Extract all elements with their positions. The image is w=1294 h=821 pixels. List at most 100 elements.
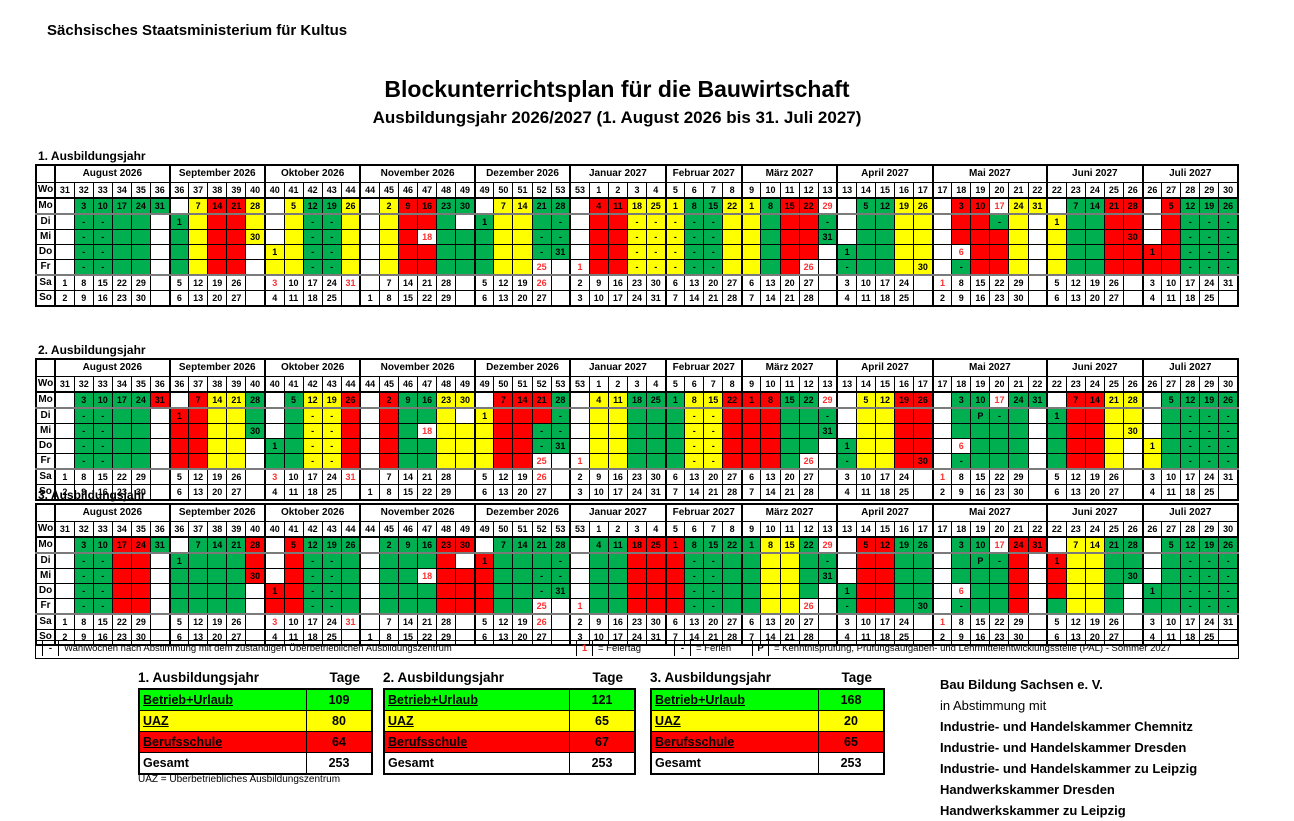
calendar-cell bbox=[130, 407, 151, 424]
credits-line: Industrie- und Handelskammer Dresden bbox=[940, 740, 1187, 755]
week-number-cell: 14 bbox=[855, 521, 876, 538]
calendar-cell bbox=[168, 259, 190, 276]
calendar-cell bbox=[951, 568, 972, 584]
calendar-cell bbox=[817, 438, 838, 454]
calendar-cell bbox=[874, 423, 896, 439]
calendar-cell bbox=[855, 407, 876, 424]
calendar-cell bbox=[607, 213, 628, 230]
calendar-cell: 8 bbox=[951, 468, 972, 485]
calendar-cell: 12 bbox=[493, 468, 514, 485]
calendar-cell bbox=[455, 438, 476, 454]
calendar-cell: 26 bbox=[798, 453, 819, 470]
calendar-cell: 18 bbox=[1180, 290, 1201, 307]
week-number-cell: 21 bbox=[1008, 182, 1029, 199]
calendar-cell: - bbox=[703, 244, 724, 260]
calendar-cell bbox=[512, 259, 533, 276]
week-number-cell: 16 bbox=[894, 182, 915, 199]
calendar-cell: 9 bbox=[73, 290, 94, 307]
calendar-cell: 1 bbox=[569, 598, 590, 615]
calendar-cell: - bbox=[645, 229, 667, 245]
calendar-cell bbox=[1046, 229, 1067, 245]
calendar-cell: - bbox=[73, 244, 94, 260]
calendar-cell: 31 bbox=[550, 583, 571, 599]
calendar-cell: 25 bbox=[894, 484, 915, 501]
summary-1-title: 1. Ausbildungsjahr bbox=[138, 670, 260, 685]
calendar-row-Sa: Sa 1 8 15 22 29 5 12 19 26 3 10 17 24 31 7 14 21 28 5 12 19 26… bbox=[35, 613, 1239, 630]
calendar-cell: 20 bbox=[779, 274, 800, 291]
calendar-cell: 27 bbox=[798, 468, 819, 485]
calendar-cell bbox=[378, 583, 399, 599]
calendar-cell: - bbox=[1218, 438, 1239, 454]
calendar-cell bbox=[722, 213, 743, 230]
calendar-cell: 14 bbox=[207, 391, 228, 409]
calendar-cell bbox=[913, 244, 934, 260]
calendar-cell bbox=[855, 213, 876, 230]
week-number-cell: 48 bbox=[436, 376, 457, 393]
calendar-cell bbox=[989, 259, 1010, 276]
calendar-cell: 9 bbox=[397, 536, 419, 554]
calendar-cell bbox=[168, 229, 190, 245]
calendar-cell bbox=[226, 259, 247, 276]
calendar-cell: 17 bbox=[874, 274, 896, 291]
calendar-cell: 28 bbox=[550, 536, 571, 554]
calendar-cell: 7 bbox=[188, 536, 209, 554]
calendar-cell: 10 bbox=[855, 468, 876, 485]
month-header: Februar 2027 bbox=[664, 503, 743, 522]
calendar-cell bbox=[54, 598, 75, 615]
calendar-cell: 30 bbox=[245, 423, 266, 439]
calendar-cell bbox=[569, 229, 590, 245]
calendar-cell: 11 bbox=[1161, 484, 1182, 501]
calendar-cell: 11 bbox=[607, 391, 628, 409]
calendar-cell: 30 bbox=[1122, 423, 1144, 439]
calendar-cell: 5 bbox=[473, 274, 495, 291]
calendar-cell: - bbox=[989, 552, 1010, 569]
calendar-cell bbox=[1122, 629, 1144, 646]
calendar-cell bbox=[607, 423, 628, 439]
week-number-cell: 32 bbox=[73, 182, 94, 199]
calendar-cell: - bbox=[703, 423, 724, 439]
calendar-cell: 14 bbox=[207, 536, 228, 554]
calendar-cell: 9 bbox=[951, 629, 972, 646]
calendar-cell bbox=[550, 484, 571, 501]
calendar-cell bbox=[54, 536, 75, 554]
calendar-cell: 4 bbox=[588, 536, 609, 554]
calendar-cell: - bbox=[684, 244, 705, 260]
calendar-cell bbox=[931, 423, 953, 439]
calendar-cell: 25 bbox=[1199, 290, 1220, 307]
week-number-cell: 35 bbox=[130, 521, 151, 538]
calendar-cell bbox=[1141, 536, 1163, 554]
calendar-cell bbox=[569, 536, 590, 554]
calendar-cell: - bbox=[531, 423, 552, 439]
calendar-cell: 9 bbox=[397, 391, 419, 409]
calendar-cell: 12 bbox=[874, 536, 896, 554]
calendar-cell: 23 bbox=[436, 391, 457, 409]
calendar-cell: 10 bbox=[92, 391, 113, 409]
week-number-cell: 41 bbox=[283, 376, 304, 393]
calendar-cell: 28 bbox=[436, 468, 457, 485]
week-number-cell: 38 bbox=[207, 521, 228, 538]
calendar-cell bbox=[378, 213, 399, 230]
calendar-cell bbox=[149, 244, 171, 260]
calendar-cell bbox=[740, 244, 762, 260]
calendar-cell: 21 bbox=[417, 274, 438, 291]
calendar-cell: 2 bbox=[931, 290, 953, 307]
calendar-cell: - bbox=[550, 229, 571, 245]
calendar-cell bbox=[588, 213, 609, 230]
week-number-cell: 31 bbox=[54, 376, 75, 393]
calendar-row-Di: Di - -1- -1- - - - P -1- - - bbox=[35, 552, 1239, 569]
calendar-cell bbox=[1084, 598, 1105, 615]
calendar-cell bbox=[913, 438, 934, 454]
calendar-cell bbox=[626, 583, 648, 599]
calendar-cell bbox=[54, 423, 75, 439]
calendar-cell: 17 bbox=[111, 197, 132, 215]
calendar-cell: 15 bbox=[92, 613, 113, 630]
calendar-cell bbox=[569, 583, 590, 599]
calendar-cell: 10 bbox=[283, 613, 304, 630]
calendar-cell bbox=[417, 598, 438, 615]
calendar-cell: 18 bbox=[874, 629, 896, 646]
calendar-cell: - bbox=[664, 213, 686, 230]
row-label: Fr bbox=[35, 453, 57, 470]
calendar-cell bbox=[1027, 274, 1048, 291]
summary-row-value: 253 bbox=[306, 752, 373, 775]
calendar-cell: - bbox=[703, 583, 724, 599]
